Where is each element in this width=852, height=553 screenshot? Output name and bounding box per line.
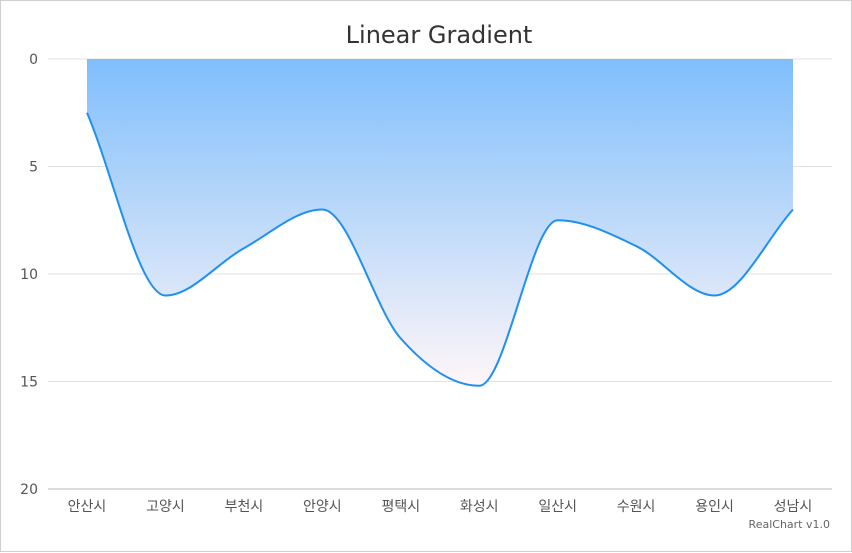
- x-tick-label: 용인시: [695, 499, 734, 515]
- y-axis-tick-labels: 0 5 10 15 20: [20, 52, 38, 498]
- x-tick-label: 부천시: [225, 499, 264, 515]
- y-tick-label: 5: [29, 160, 38, 176]
- y-tick-label: 20: [20, 482, 38, 498]
- y-tick-label: 15: [20, 375, 38, 391]
- y-tick-label: 10: [20, 267, 38, 283]
- series-line: [86, 112, 794, 387]
- x-tick-label: 일산시: [538, 499, 577, 515]
- chart-credit: RealChart v1.0: [749, 518, 830, 531]
- x-tick-label: 성남시: [774, 499, 813, 515]
- y-tick-label: 0: [29, 52, 38, 68]
- x-tick-label: 고양시: [146, 499, 185, 515]
- x-tick-label: 화성시: [460, 499, 499, 515]
- x-tick-label: 안양시: [303, 499, 342, 515]
- x-tick-label: 안산시: [68, 499, 107, 515]
- series-area: [87, 59, 793, 386]
- x-tick-label: 평택시: [381, 499, 420, 515]
- x-tick-label: 수원시: [617, 499, 656, 515]
- chart-title: Linear Gradient: [346, 21, 533, 49]
- x-axis-tick-labels: 안산시 고양시 부천시 안양시 평택시 화성시 일산시 수원시 용인시 성남시: [68, 499, 813, 515]
